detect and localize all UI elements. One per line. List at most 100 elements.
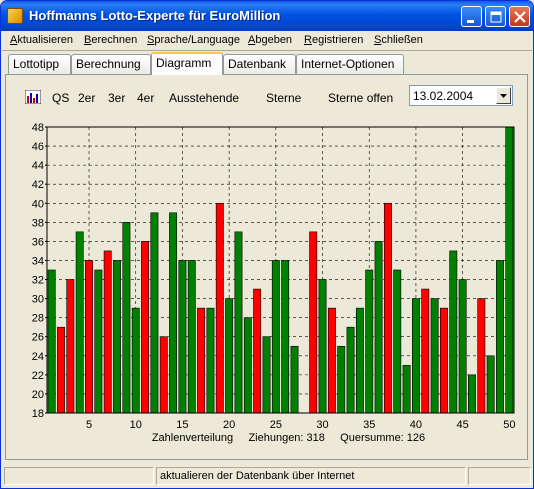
bar-50 [505,126,514,414]
menu-abgeben[interactable]: Abgeben [248,34,293,46]
bar-44 [449,250,458,414]
y-tick-label: 34 [32,255,44,267]
bar-12 [150,212,159,414]
bar-11 [141,241,150,414]
menu-divider [2,50,532,51]
bar-20 [225,298,234,414]
maximize-icon [490,11,502,23]
bar-4 [75,231,84,414]
x-tick-label: 20 [223,419,235,431]
x-tick-label: 35 [363,419,375,431]
bar-15 [178,260,187,414]
bar-43 [440,307,448,414]
close-button[interactable] [509,6,530,27]
3er-button[interactable]: 3er [108,91,126,105]
bar-39 [402,365,411,414]
menu-schliessen[interactable]: Schließen [374,34,423,46]
bar-16 [187,260,196,414]
bar-8 [113,260,121,414]
menu-sprache[interactable]: Sprache/Language [147,34,240,46]
bar-1 [47,269,56,414]
bar-48 [486,355,495,414]
x-tick-label: 25 [270,419,282,431]
bar-14 [169,212,178,414]
title-bar[interactable]: Hoffmanns Lotto-Experte für EuroMillion [1,1,533,31]
x-tick-label: 30 [316,419,328,431]
ausstehende-button[interactable]: Ausstehende [169,91,240,105]
tab-lottotipp[interactable]: Lottotipp [8,54,71,74]
menu-registrieren[interactable]: Registrieren [304,34,364,46]
4er-button[interactable]: 4er [137,91,155,105]
x-tick-label: 15 [176,419,188,431]
dropdown-button[interactable] [496,87,511,104]
bar-21 [234,231,243,414]
y-tick-label: 28 [32,313,44,325]
y-tick-label: 26 [32,332,44,344]
x-tick-label: 5 [86,419,92,431]
x-tick-label: 10 [130,419,142,431]
bar-46 [468,374,476,414]
app-icon[interactable] [7,8,23,24]
bar-17 [197,307,206,414]
x-tick-label: 50 [503,419,515,431]
bar-13 [159,336,168,414]
menu-aktualisieren[interactable]: Aktualisieren [10,34,73,46]
minimize-button[interactable] [461,6,482,27]
y-tick-label: 18 [32,408,44,420]
bar-9 [122,222,131,414]
bar-22 [243,317,252,414]
chart-icon[interactable] [25,90,41,104]
maximize-button[interactable] [485,6,506,27]
menu-berechnen[interactable]: Berechnen [84,34,138,46]
bar-30 [318,279,327,414]
bar-26 [281,260,290,414]
status-pane-right [468,467,531,485]
bar-36 [374,241,383,414]
bar-24 [262,336,271,414]
status-message: aktualieren der Datenbank über Internet [156,467,466,485]
date-select[interactable]: 13.02.2004 [409,85,513,106]
y-tick-label: 44 [32,160,44,172]
x-tick-label: 40 [410,419,422,431]
status-pane-left [4,467,154,485]
bar-49 [496,260,504,414]
y-tick-label: 22 [32,370,44,382]
bar-32 [337,345,346,414]
window-title: Hoffmanns Lotto-Experte für EuroMillion [29,8,281,23]
bar-40 [411,298,420,414]
bar-6 [94,269,103,414]
bar-5 [85,260,93,414]
tab-internet-optionen[interactable]: Internet-Optionen [296,54,404,74]
sterne-offen-button[interactable]: Sterne offen [328,91,394,105]
tab-berechnung[interactable]: Berechnung [71,54,151,74]
bar-27 [290,345,299,414]
y-tick-label: 48 [32,122,44,134]
bar-41 [421,288,430,414]
bar-37 [383,202,392,414]
2er-button[interactable]: 2er [78,91,96,105]
bar-42 [430,298,439,414]
menu-bar: Aktualisieren Berechnen Sprache/Language… [2,31,532,50]
bar-29 [309,231,318,414]
chart-caption: Zahlenverteilung Ziehungen: 318 Quersumm… [152,432,425,444]
bar-2 [57,326,65,414]
y-tick-label: 46 [32,141,44,153]
bar-7 [103,250,112,414]
x-tick-label: 45 [457,419,469,431]
qs-button[interactable]: QS [52,91,70,105]
diagramm-panel: QS 2er 3er 4er Ausstehende Sterne Sterne… [5,74,528,460]
bar-19 [215,202,224,414]
chevron-down-icon [500,94,507,98]
sterne-button[interactable]: Sterne [266,91,302,105]
bar-35 [365,269,374,414]
date-value: 13.02.2004 [413,89,474,103]
y-tick-label: 32 [32,275,44,287]
y-tick-label: 36 [32,236,44,248]
bar-31 [327,307,336,414]
plot-frame [46,126,515,414]
tab-diagramm[interactable]: Diagramm [151,52,223,75]
y-tick-label: 38 [32,217,44,229]
bar-3 [66,279,75,414]
tab-datenbank[interactable]: Datenbank [223,54,296,74]
